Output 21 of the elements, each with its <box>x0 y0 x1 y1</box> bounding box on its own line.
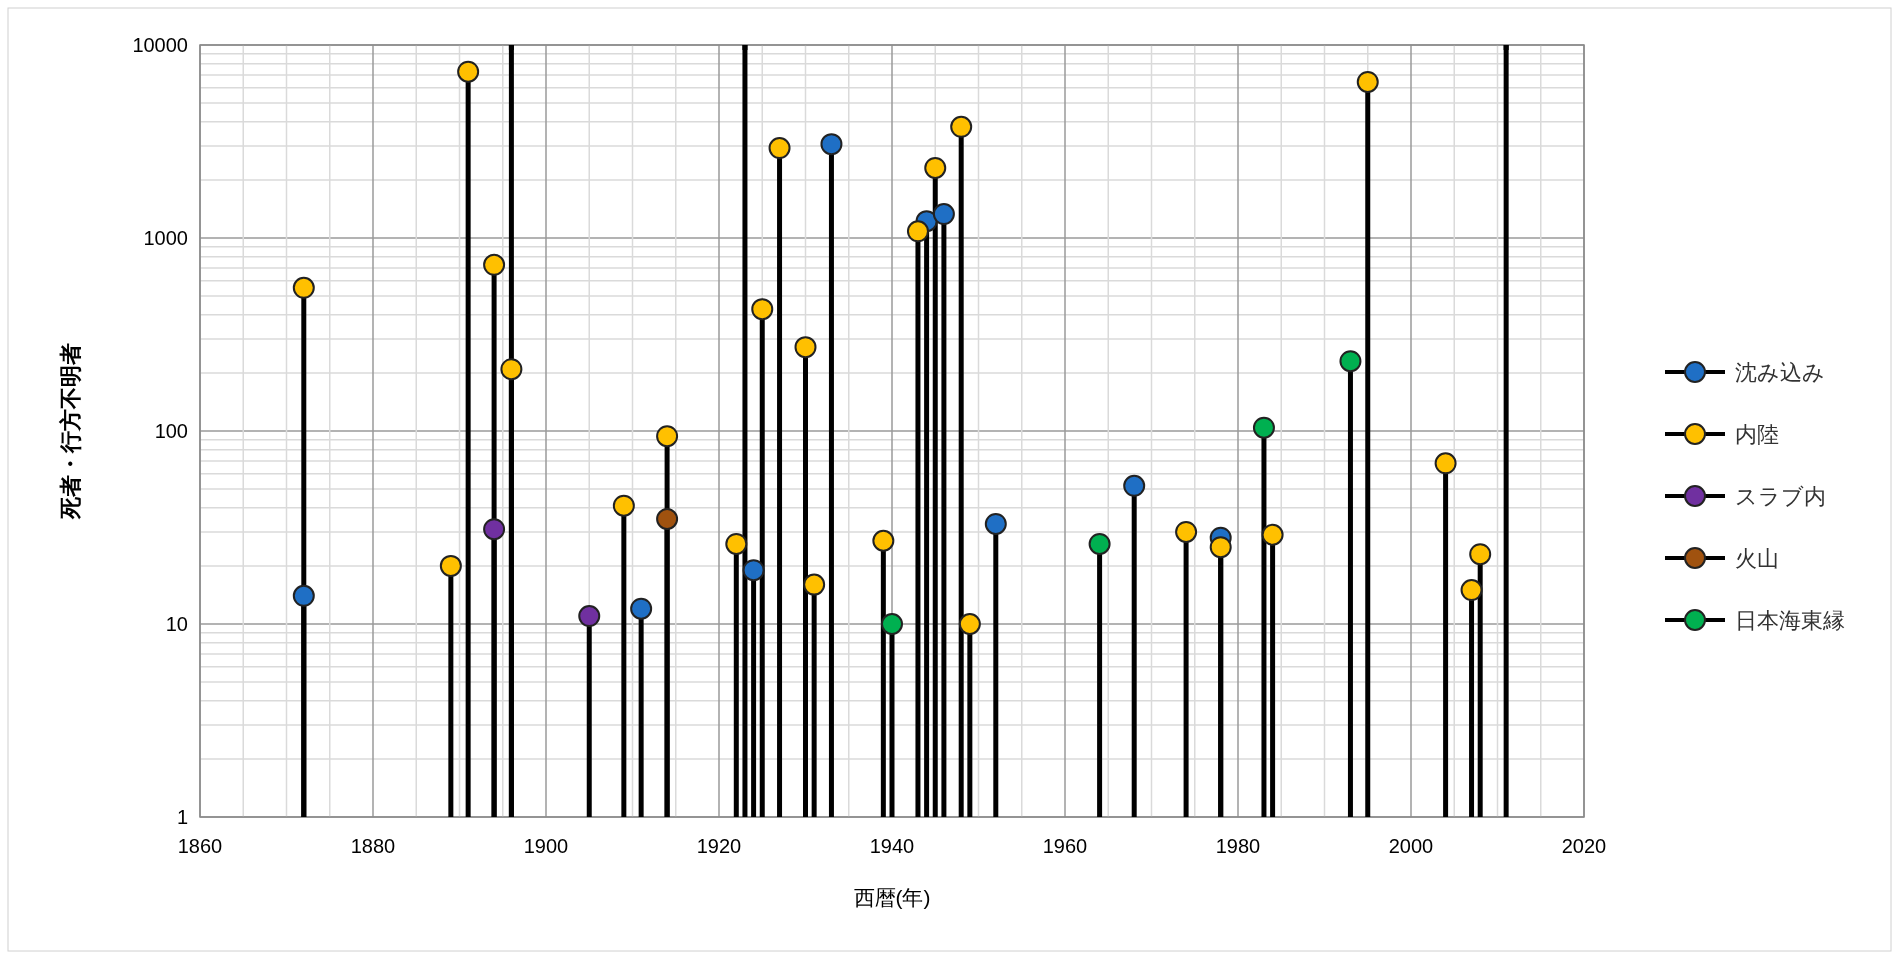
y-tick-label: 1000 <box>143 227 188 249</box>
x-tick-label: 1900 <box>523 835 569 857</box>
y-tick-label: 10 <box>165 613 188 635</box>
x-tick-label: 1920 <box>696 835 742 857</box>
legend-label: 沈み込み <box>1735 360 1825 385</box>
x-tick-label: 1960 <box>1042 835 1088 857</box>
x-tick-label: 2000 <box>1388 835 1434 857</box>
y-axis-title: 死者・行方不明者 <box>58 343 83 520</box>
legend-label: 日本海東縁 <box>1735 608 1845 633</box>
legend-label: スラブ内 <box>1735 484 1826 509</box>
y-tick-label: 10000 <box>132 34 188 56</box>
x-tick-label: 1940 <box>869 835 915 857</box>
x-tick-label: 2020 <box>1561 835 1607 857</box>
x-tick-label: 1980 <box>1215 835 1261 857</box>
y-tick-label: 100 <box>154 420 188 442</box>
x-tick-label: 1860 <box>177 835 223 857</box>
legend-label: 内陸 <box>1735 422 1779 447</box>
y-tick-label: 1 <box>176 806 188 828</box>
x-axis-title: 西暦(年) <box>853 886 931 909</box>
x-tick-label: 1880 <box>350 835 396 857</box>
legend-label: 火山 <box>1735 546 1779 571</box>
